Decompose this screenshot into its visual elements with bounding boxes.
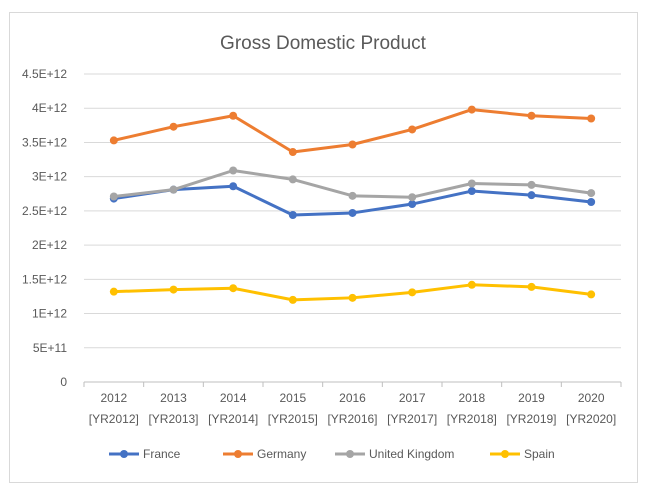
gridlines <box>84 73 621 349</box>
y-axis-ticks: 0 5E+11 1E+12 1.5E+12 2E+12 2.5E+12 3E+12 3.5E+… <box>22 67 67 389</box>
data-point <box>527 282 536 291</box>
series-germany <box>109 105 596 157</box>
x-tick-label: 2015 <box>279 391 306 405</box>
data-point <box>587 114 596 123</box>
data-point <box>288 210 297 219</box>
legend-swatch-marker <box>501 450 509 458</box>
y-tick-label: 2E+12 <box>32 238 67 252</box>
chart-title: Gross Domestic Product <box>220 33 427 54</box>
data-point <box>348 293 357 302</box>
data-point <box>467 187 476 196</box>
x-tick-label: 2014 <box>220 391 247 405</box>
x-tick-sublabel: [YR2013] <box>148 412 198 426</box>
data-point <box>408 200 417 209</box>
data-point <box>109 192 118 201</box>
data-point <box>467 179 476 188</box>
data-point <box>229 166 238 175</box>
series-united-kingdom <box>109 166 596 202</box>
data-point <box>229 111 238 120</box>
data-point <box>527 180 536 189</box>
y-tick-label: 1E+12 <box>32 307 67 321</box>
x-tick-sublabel: [YR2018] <box>447 412 497 426</box>
x-tick-sublabel: [YR2019] <box>506 412 556 426</box>
y-tick-label: 2.5E+12 <box>22 204 67 218</box>
data-point <box>527 191 536 200</box>
legend-swatch-marker <box>120 450 128 458</box>
data-point <box>229 284 238 293</box>
y-tick-label: 4.5E+12 <box>22 67 67 81</box>
data-point <box>169 185 178 194</box>
y-tick-label: 5E+11 <box>33 341 67 355</box>
x-tick-sublabel: [YR2017] <box>387 412 437 426</box>
data-point <box>408 288 417 297</box>
legend-item: Germany <box>223 447 306 461</box>
legend-item: France <box>109 447 181 461</box>
data-point <box>348 191 357 200</box>
x-tick-label: 2017 <box>399 391 426 405</box>
data-point <box>527 111 536 120</box>
legend-swatch-marker <box>234 450 242 458</box>
data-point <box>169 285 178 294</box>
x-tick-label: 2016 <box>339 391 366 405</box>
y-tick-label: 4E+12 <box>32 101 67 115</box>
legend: France Germany United Kingdom Spain <box>109 447 555 461</box>
x-tick-label: 2020 <box>578 391 605 405</box>
y-tick-label: 0 <box>60 375 67 389</box>
legend-label: United Kingdom <box>369 447 454 461</box>
legend-label: France <box>143 447 181 461</box>
legend-label: Germany <box>257 447 306 461</box>
data-point <box>408 193 417 202</box>
x-tick-sublabel: [YR2012] <box>89 412 139 426</box>
data-point <box>109 136 118 145</box>
data-point <box>288 295 297 304</box>
legend-swatch-marker <box>346 450 354 458</box>
data-point <box>288 148 297 157</box>
x-tick-label: 2012 <box>100 391 127 405</box>
x-tick-label: 2018 <box>458 391 485 405</box>
data-point <box>288 175 297 184</box>
x-axis: 2012 [YR2012] 2013 [YR2013] 2014 [YR2014] 2015… <box>83 381 622 426</box>
data-point <box>587 290 596 299</box>
y-tick-label: 3E+12 <box>32 170 67 184</box>
data-point <box>467 105 476 114</box>
data-point <box>467 280 476 289</box>
data-point <box>348 208 357 217</box>
y-tick-label: 3.5E+12 <box>22 135 67 149</box>
legend-item: United Kingdom <box>335 447 454 461</box>
x-tick-sublabel: [YR2016] <box>327 412 377 426</box>
x-tick-sublabel: [YR2014] <box>208 412 258 426</box>
data-point <box>587 189 596 198</box>
data-point <box>109 287 118 296</box>
series-group <box>109 105 596 304</box>
y-tick-label: 1.5E+12 <box>22 272 67 286</box>
x-tick-sublabel: [YR2020] <box>566 412 616 426</box>
data-point <box>169 122 178 131</box>
data-point <box>587 197 596 206</box>
chart-area <box>9 12 638 483</box>
data-point <box>229 182 238 191</box>
data-point <box>348 140 357 149</box>
legend-label: Spain <box>524 447 555 461</box>
x-tick-sublabel: [YR2015] <box>268 412 318 426</box>
x-tick-label: 2019 <box>518 391 545 405</box>
legend-item: Spain <box>490 447 555 461</box>
x-tick-label: 2013 <box>160 391 187 405</box>
series-spain <box>109 280 596 304</box>
data-point <box>408 125 417 134</box>
